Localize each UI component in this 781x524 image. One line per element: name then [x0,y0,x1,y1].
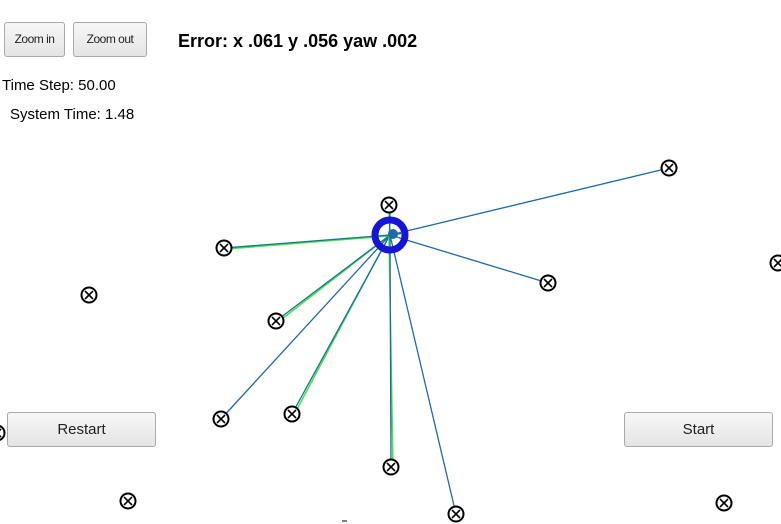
landmarks [0,159,781,523]
landmark-icon [769,254,781,272]
landmark-icon [283,405,301,423]
error-readout: Error: x .061 y .056 yaw .002 [178,31,418,51]
observation-line [220,234,391,420]
observation-line [389,234,392,468]
landmark-icon [382,458,400,476]
landmark-icon [267,312,285,330]
observation-line [291,234,391,415]
start-button[interactable]: Start [624,412,773,447]
landmark-icon [539,274,557,292]
predicted-line [225,235,390,250]
system-time-readout: System Time: 1.48 [10,106,135,123]
observation-line [389,234,457,515]
observation-lines [220,167,670,515]
landmark-icon [80,286,98,304]
zoom-in-button[interactable]: Zoom in [4,22,65,57]
time-step-readout: Time Step: 50.00 [2,77,116,94]
landmark-icon [215,239,233,257]
landmark-icon [212,410,230,428]
observation-line [223,234,391,249]
restart-button[interactable]: Restart [7,412,156,447]
robot-icon [371,216,409,254]
zoom-out-button[interactable]: Zoom out [73,22,147,57]
observation-line [389,234,549,284]
landmark-icon [715,494,733,512]
observation-line [275,234,391,322]
landmark-icon [380,196,398,214]
landmark-icon [660,159,678,177]
landmark-icon [119,492,137,510]
landmark-icon [0,425,6,441]
landmark-icon [447,505,465,523]
observation-line [389,167,670,236]
